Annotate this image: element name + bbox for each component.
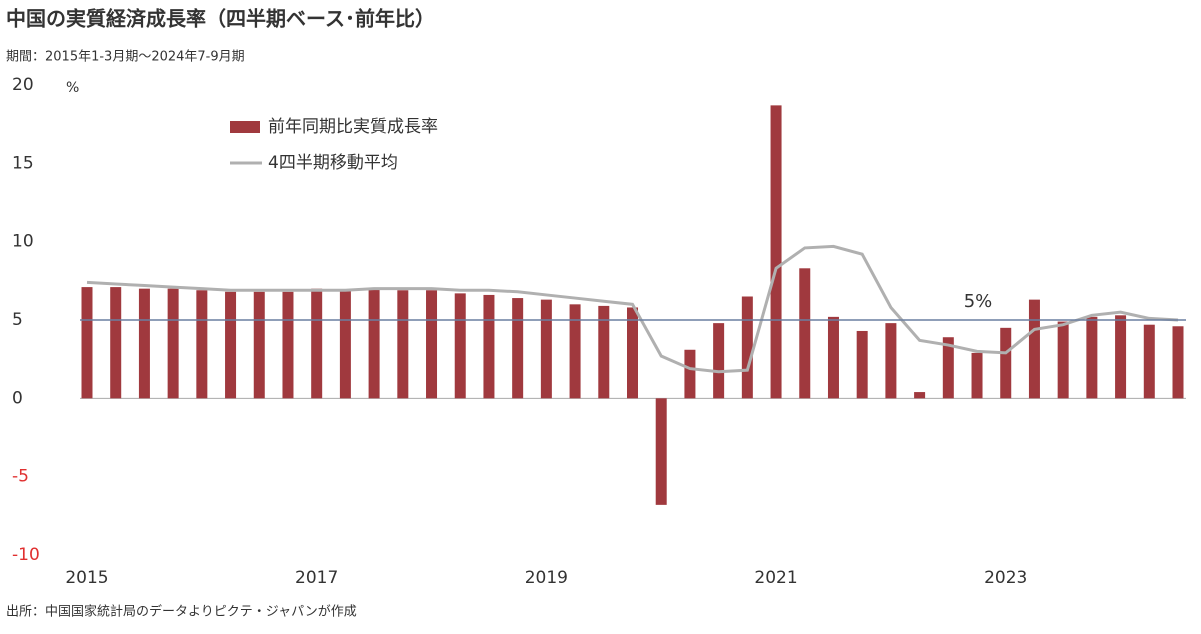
bar xyxy=(426,290,438,399)
bar xyxy=(196,290,208,399)
bar xyxy=(942,337,954,399)
x-tick-label: 2021 xyxy=(754,568,797,588)
bar xyxy=(225,291,237,399)
bar xyxy=(914,392,926,399)
y-tick-label: -5 xyxy=(12,467,29,487)
reference-label: 5% xyxy=(964,291,993,312)
bar xyxy=(138,288,150,399)
bar xyxy=(1028,299,1040,399)
y-tick-label: 10 xyxy=(12,232,34,252)
chart-subtitle: 期間：2015年1-3月期～2024年7-9月期 xyxy=(6,50,245,65)
bar xyxy=(627,307,638,399)
bar xyxy=(684,349,696,399)
source-note: 出所：中国国家統計局のデータよりピクテ・ジャパンが作成 xyxy=(6,604,357,620)
x-tick-label: 2023 xyxy=(984,568,1027,588)
y-tick-label: 20 xyxy=(12,75,34,95)
bar xyxy=(971,352,983,399)
bar xyxy=(799,268,811,399)
bar xyxy=(454,293,466,399)
y-unit: % xyxy=(66,80,79,96)
y-tick-label: -10 xyxy=(12,545,40,565)
bar xyxy=(483,294,495,399)
bar xyxy=(110,287,122,399)
bar xyxy=(512,298,524,399)
bar xyxy=(1115,315,1127,399)
bar xyxy=(655,398,667,505)
y-tick-label: 15 xyxy=(12,153,34,173)
legend-label: 4四半期移動平均 xyxy=(268,153,398,173)
bar xyxy=(885,323,897,399)
bar xyxy=(368,288,380,399)
legend-swatch xyxy=(230,121,260,133)
bar xyxy=(540,299,552,399)
chart-title: 中国の実質経済成長率（四半期ベース･前年比） xyxy=(6,7,435,31)
x-tick-label: 2017 xyxy=(295,568,338,588)
bar xyxy=(397,290,409,399)
bar xyxy=(569,304,581,399)
bar xyxy=(1057,321,1069,399)
x-tick-label: 2015 xyxy=(65,568,108,588)
bar xyxy=(311,288,323,399)
x-tick-label: 2019 xyxy=(525,568,568,588)
y-tick-label: 0 xyxy=(12,388,23,408)
moving-average-line xyxy=(86,244,1179,374)
y-tick-label: 5 xyxy=(12,310,23,330)
legend-label: 前年同期比実質成長率 xyxy=(268,117,438,137)
bar xyxy=(282,291,294,399)
bar xyxy=(1172,326,1184,399)
bar xyxy=(253,291,265,399)
bar xyxy=(827,316,839,399)
bar xyxy=(81,287,93,399)
bar xyxy=(598,305,610,399)
bar xyxy=(856,330,868,399)
bar xyxy=(713,323,725,399)
bar xyxy=(167,288,179,399)
bar xyxy=(1086,316,1098,399)
bar xyxy=(1143,324,1155,399)
bar xyxy=(1000,327,1012,399)
bar xyxy=(741,296,753,399)
bar xyxy=(770,105,782,399)
bar xyxy=(339,290,351,399)
